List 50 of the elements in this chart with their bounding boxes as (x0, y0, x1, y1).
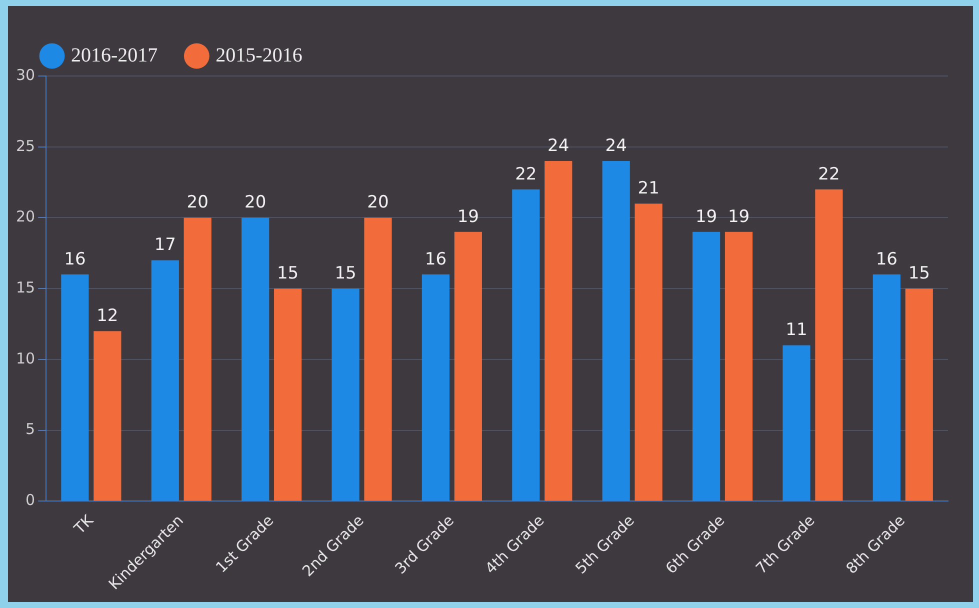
bar (274, 288, 302, 501)
y-tick-label: 15 (16, 278, 36, 296)
bar (544, 161, 572, 501)
data-label: 20 (186, 192, 208, 213)
bar (872, 274, 900, 501)
bar (724, 232, 753, 501)
bar (422, 274, 450, 501)
legend-label: 2015-2016 (216, 44, 302, 66)
data-label: 15 (908, 264, 930, 284)
data-label: 15 (334, 264, 356, 284)
bar (602, 161, 630, 501)
bar (151, 260, 179, 501)
data-label: 21 (638, 178, 660, 198)
data-label: 22 (818, 164, 840, 184)
data-label: 24 (548, 136, 570, 156)
bar (242, 218, 270, 501)
bar (815, 189, 843, 501)
x-tick-label: TK (70, 510, 98, 538)
data-label: 16 (876, 249, 898, 270)
bar (332, 288, 360, 501)
y-tick-label: 5 (26, 420, 36, 438)
data-label: 16 (424, 249, 447, 270)
data-label: 24 (605, 136, 627, 156)
data-label: 19 (457, 206, 480, 227)
data-label: 19 (695, 206, 718, 227)
y-tick-label: 0 (26, 491, 36, 510)
y-tick-label: 25 (16, 136, 36, 155)
data-label: 15 (276, 264, 299, 284)
bar (634, 204, 662, 501)
bar (184, 218, 212, 501)
bar (364, 218, 392, 501)
data-label: 19 (728, 206, 750, 227)
data-label: 20 (367, 192, 389, 213)
y-tick-label: 20 (16, 208, 36, 226)
data-label: 17 (154, 235, 176, 256)
data-label: 20 (244, 192, 266, 213)
data-label: 11 (786, 320, 808, 340)
bar (692, 232, 720, 501)
bar (905, 288, 933, 501)
bar (61, 274, 89, 501)
legend-label: 2016-2017 (71, 44, 158, 66)
bar (512, 189, 540, 501)
data-label: 12 (96, 306, 118, 326)
y-tick-label: 10 (16, 349, 36, 368)
bar (782, 345, 810, 501)
y-tick-label: 30 (16, 66, 36, 84)
bar (454, 232, 482, 501)
data-label: 22 (515, 164, 537, 184)
data-label: 16 (64, 249, 86, 270)
bar (94, 331, 122, 501)
